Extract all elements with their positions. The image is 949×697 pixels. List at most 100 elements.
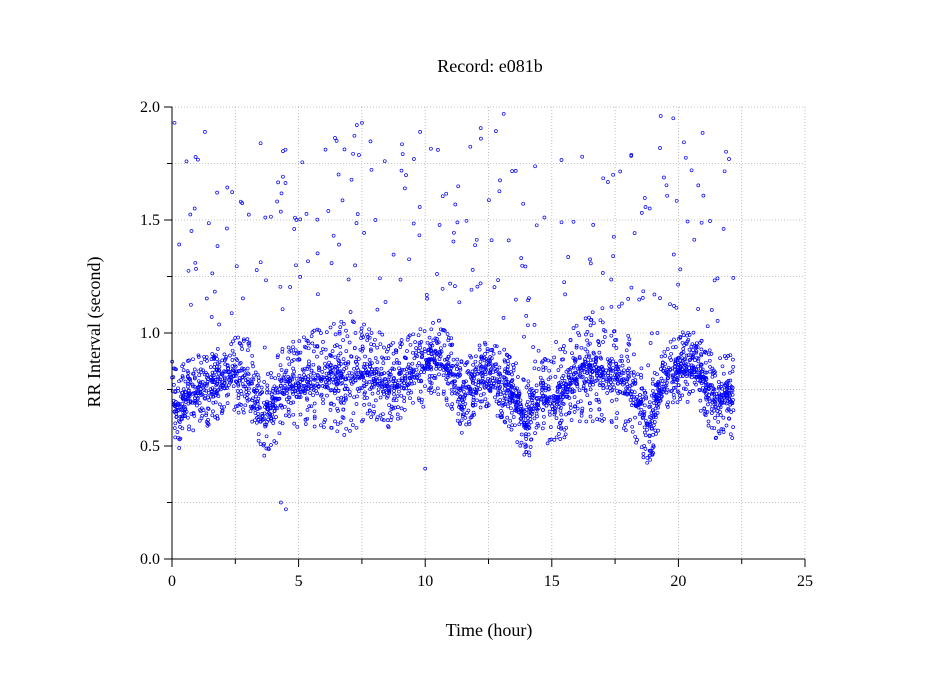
data-point [315, 217, 320, 222]
data-point [688, 390, 692, 394]
data-point [519, 432, 524, 437]
data-point [226, 366, 230, 371]
data-point [369, 415, 373, 419]
data-point [181, 396, 185, 400]
data-point [526, 298, 530, 303]
data-point [555, 385, 560, 389]
data-point [556, 397, 560, 402]
data-point [518, 402, 523, 407]
data-point [225, 364, 230, 368]
data-point [701, 385, 705, 390]
data-point [511, 415, 516, 419]
data-point [588, 363, 593, 367]
data-point [665, 376, 670, 381]
data-point [718, 356, 722, 361]
data-point [704, 395, 708, 400]
data-point [433, 336, 438, 341]
data-point [731, 408, 736, 413]
data-point [670, 380, 675, 385]
data-point [470, 403, 475, 407]
data-point [265, 372, 270, 376]
data-point [186, 415, 190, 420]
data-point [488, 389, 493, 394]
data-point [692, 380, 697, 385]
data-point [470, 369, 475, 374]
data-point [271, 388, 275, 393]
data-point [209, 315, 214, 319]
data-point [517, 393, 521, 398]
data-point [532, 323, 537, 327]
data-point [254, 268, 259, 272]
data-point [713, 436, 718, 440]
data-point [695, 375, 700, 379]
data-point [598, 355, 603, 360]
data-point [327, 380, 332, 385]
data-point [400, 376, 404, 381]
data-point [477, 343, 482, 348]
data-point [617, 304, 621, 309]
data-point [524, 314, 529, 318]
data-point [419, 355, 424, 359]
data-point [612, 343, 616, 348]
data-point [336, 353, 341, 358]
data-point [533, 164, 537, 169]
data-point [366, 334, 370, 339]
data-point [587, 315, 591, 320]
data-point [531, 345, 535, 349]
data-point [519, 408, 524, 413]
data-point [422, 329, 427, 333]
data-point [614, 416, 619, 421]
data-point [574, 343, 579, 348]
data-point [435, 362, 439, 366]
data-point [715, 319, 720, 323]
data-point [588, 375, 593, 379]
data-point [203, 393, 208, 398]
data-point [675, 389, 680, 394]
data-point [177, 420, 182, 424]
data-point [349, 371, 354, 376]
data-point [463, 401, 468, 406]
data-point [652, 392, 657, 397]
data-point [271, 386, 276, 391]
data-point [725, 408, 729, 413]
data-point [206, 377, 210, 381]
data-point [503, 377, 507, 382]
data-point [298, 275, 303, 279]
data-point [379, 372, 383, 377]
data-point [572, 358, 577, 363]
data-point [589, 358, 593, 363]
data-point [638, 393, 642, 397]
data-point [412, 381, 417, 386]
data-point [436, 392, 441, 397]
data-point [427, 347, 432, 352]
data-point [684, 353, 689, 358]
data-point [269, 419, 274, 423]
data-point [362, 392, 367, 396]
data-point [394, 348, 399, 353]
data-point [719, 401, 724, 406]
data-point [578, 399, 583, 404]
data-point [726, 406, 731, 411]
data-point [519, 440, 524, 445]
data-point [279, 379, 283, 384]
data-point [185, 374, 190, 379]
data-point [525, 420, 530, 424]
data-point [471, 395, 476, 400]
data-point [547, 387, 551, 392]
data-point [602, 417, 606, 421]
data-point [572, 395, 577, 399]
data-point [661, 360, 665, 365]
data-point [601, 378, 606, 383]
data-point [635, 372, 640, 377]
data-point [467, 385, 472, 389]
data-point [411, 332, 416, 337]
data-point [441, 368, 446, 372]
data-point [188, 212, 193, 217]
data-point [443, 367, 448, 372]
axes [164, 106, 806, 567]
data-point [520, 263, 525, 268]
data-point [333, 371, 337, 376]
data-point [640, 296, 645, 300]
data-point [406, 335, 411, 339]
data-point [364, 367, 368, 372]
